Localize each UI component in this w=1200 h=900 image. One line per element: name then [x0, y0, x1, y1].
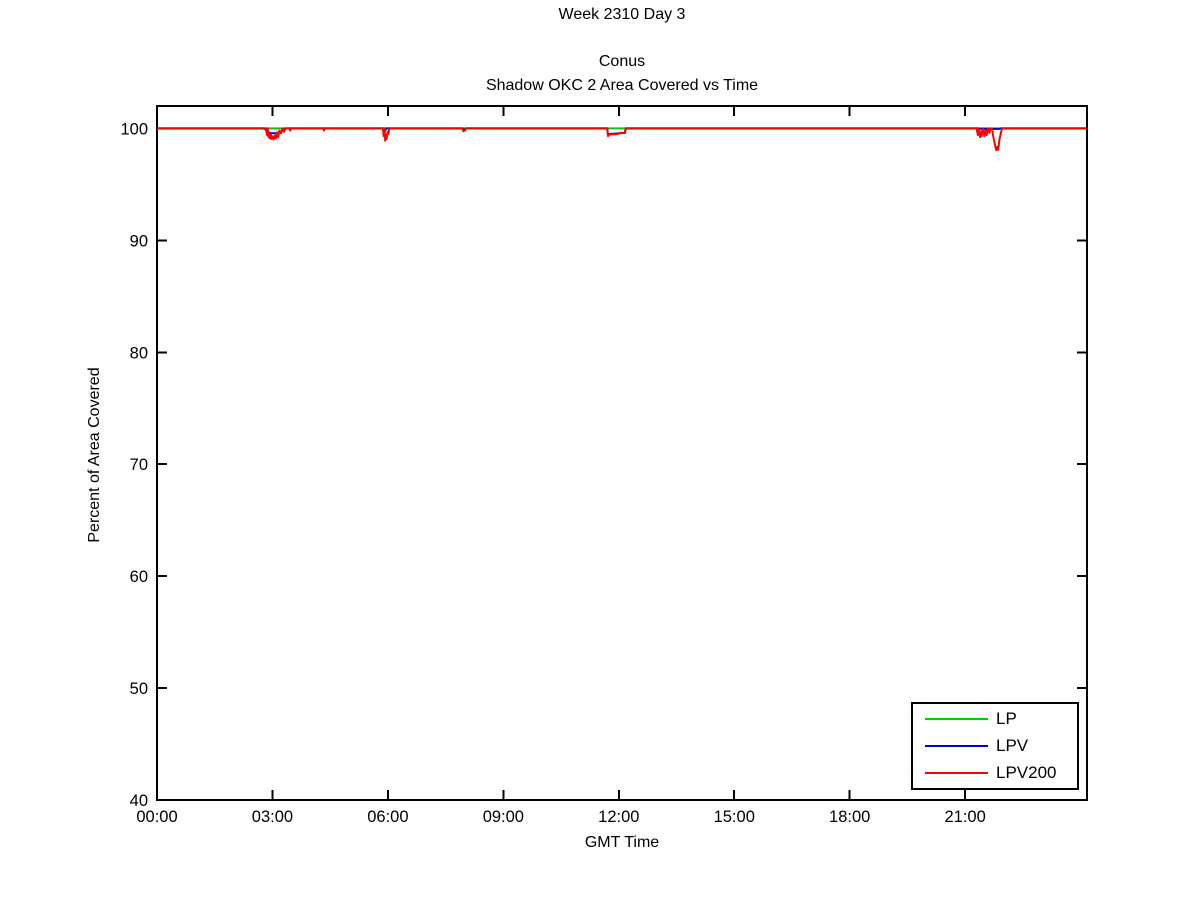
x-tick-label: 21:00	[944, 808, 985, 826]
legend-box: LP LPV LPV200	[911, 702, 1079, 790]
y-tick-label: 60	[130, 568, 148, 586]
x-axis-label: GMT Time	[584, 834, 660, 851]
legend-line-swatch	[925, 744, 988, 747]
y-tick-label: 90	[130, 232, 148, 250]
x-tick-label: 18:00	[829, 808, 870, 826]
axes-title-line2: Shadow OKC 2 Area Covered vs Time	[485, 77, 759, 94]
x-tick-label: 15:00	[714, 808, 755, 826]
series-line-lpv200	[157, 127, 1087, 152]
x-tick-label: 03:00	[252, 808, 293, 826]
legend-item-label: LP	[996, 709, 1017, 729]
legend-item: LP	[913, 706, 1077, 732]
y-tick-label: 40	[130, 792, 148, 810]
y-axis-label: Percent of Area Covered	[86, 367, 103, 543]
legend-item: LPV200	[913, 760, 1077, 786]
legend-line-swatch	[925, 771, 988, 774]
axes-title-line1: Conus	[598, 53, 646, 70]
y-tick-label: 80	[130, 344, 148, 362]
figure-suptitle: Week 2310 Day 3	[558, 6, 686, 23]
axes-title: Conus Shadow OKC 2 Area Covered vs Time	[157, 50, 1087, 98]
plot-box	[156, 105, 1088, 801]
x-tick-label: 09:00	[483, 808, 524, 826]
y-tick-label: 70	[130, 456, 148, 474]
legend-item: LPV	[913, 733, 1077, 759]
x-tick-label: 06:00	[367, 808, 408, 826]
legend-item-label: LPV	[996, 735, 1029, 755]
y-tick-label: 100	[120, 120, 148, 138]
x-tick-label: 00:00	[136, 808, 177, 826]
legend-item-label: LPV200	[996, 762, 1057, 782]
legend-line-swatch	[925, 718, 988, 721]
y-tick-label: 50	[130, 680, 148, 698]
x-tick-label: 12:00	[598, 808, 639, 826]
series-line-lpv	[157, 127, 1087, 137]
